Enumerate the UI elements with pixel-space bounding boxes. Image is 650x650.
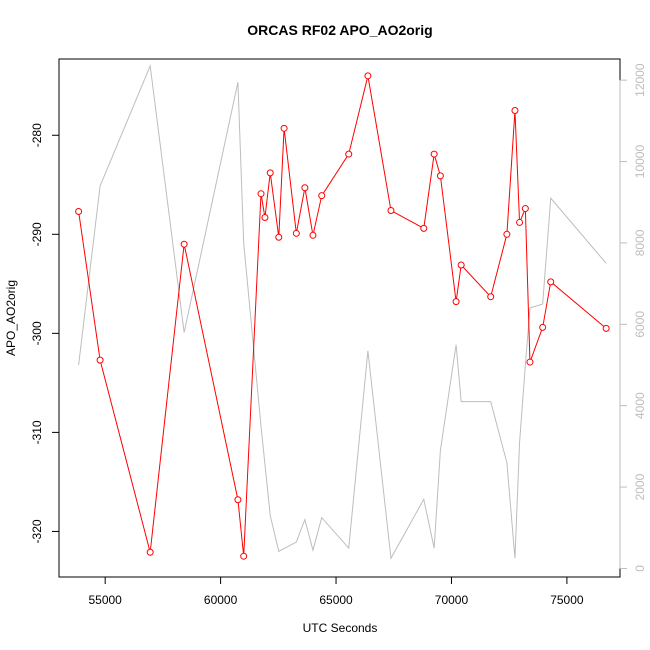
- data-point: [487, 293, 495, 301]
- x-axis-label: UTC Seconds: [303, 621, 378, 635]
- data-point: [301, 184, 309, 192]
- series-gray-line: [78, 63, 607, 560]
- data-point: [511, 107, 519, 115]
- data-point: [266, 169, 274, 177]
- y-tick-label: -280: [30, 123, 44, 147]
- data-point: [457, 261, 465, 269]
- data-point: [257, 190, 265, 198]
- data-point: [280, 124, 288, 132]
- data-point: [436, 172, 444, 180]
- y-tick-label: -300: [30, 321, 44, 345]
- series-red: [75, 72, 610, 560]
- right-y-tick-label: 6000: [633, 311, 647, 338]
- x-tick-label: 75000: [550, 593, 584, 607]
- data-point: [452, 298, 460, 306]
- right-y-tick-label: 0: [633, 565, 647, 572]
- y-axis: -320 -310 -300 -290 -280: [30, 123, 60, 543]
- chart-title: ORCAS RF02 APO_AO2orig: [247, 22, 432, 38]
- x-tick-label: 70000: [435, 593, 469, 607]
- data-point: [602, 324, 610, 332]
- data-point: [96, 356, 104, 364]
- data-point: [275, 233, 283, 241]
- data-point: [539, 323, 547, 331]
- data-point: [547, 278, 555, 286]
- data-point: [420, 224, 428, 232]
- data-point: [387, 207, 395, 215]
- data-point: [292, 229, 300, 237]
- y-tick-label: -310: [30, 420, 44, 444]
- data-point: [240, 552, 248, 560]
- right-y-tick-label: 12000: [633, 63, 647, 97]
- right-y-tick-label: 4000: [633, 392, 647, 419]
- data-point: [526, 358, 534, 366]
- series-red-line: [78, 75, 607, 557]
- data-point: [261, 213, 269, 221]
- x-tick-label: 65000: [319, 593, 353, 607]
- x-tick-label: 55000: [88, 593, 122, 607]
- data-point: [364, 72, 372, 80]
- y-tick-label: -290: [30, 222, 44, 246]
- series-gray: [78, 63, 607, 560]
- x-axis: 55000 60000 65000 70000 75000: [88, 576, 584, 607]
- data-point: [345, 150, 353, 158]
- data-point: [430, 150, 438, 158]
- data-point: [521, 205, 529, 213]
- x-tick-label: 60000: [204, 593, 238, 607]
- right-y-axis: 0 2000 4000 6000 8000 10000 12000: [619, 63, 647, 572]
- y-tick-label: -320: [30, 519, 44, 543]
- data-point: [75, 208, 83, 216]
- data-point: [309, 231, 317, 239]
- right-y-tick-label: 10000: [633, 145, 647, 179]
- plot-frame: [58, 58, 621, 578]
- data-point: [180, 240, 188, 248]
- data-point: [234, 496, 242, 504]
- data-point: [503, 230, 511, 238]
- data-point: [318, 192, 326, 200]
- data-point: [146, 548, 154, 556]
- right-y-tick-label: 8000: [633, 229, 647, 256]
- data-point: [516, 218, 524, 226]
- right-y-tick-label: 2000: [633, 473, 647, 500]
- y-axis-label: APO_AO2orig: [4, 280, 18, 356]
